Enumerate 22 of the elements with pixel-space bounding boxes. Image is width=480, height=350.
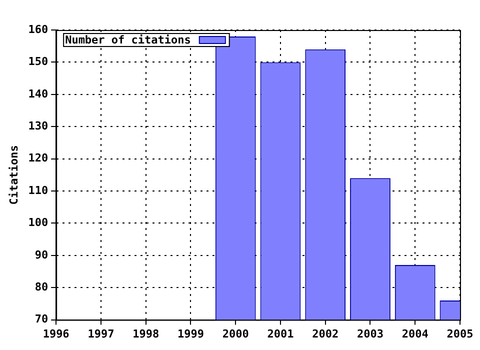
x-tick-label: 2001 bbox=[267, 327, 294, 340]
x-tick-label: 1996 bbox=[42, 327, 70, 340]
y-tick-label: 150 bbox=[28, 55, 48, 68]
y-tick-label: 140 bbox=[28, 87, 48, 100]
y-tick-label: 130 bbox=[28, 119, 48, 132]
x-tick-label: 2005 bbox=[446, 327, 474, 340]
y-tick-label: 100 bbox=[28, 216, 48, 230]
x-tick-label: 1997 bbox=[88, 327, 114, 340]
y-axis-title: Citations bbox=[7, 145, 20, 205]
x-tick-label: 2002 bbox=[312, 327, 339, 340]
x-tick-label: 1999 bbox=[177, 327, 204, 340]
y-tick-label: 110 bbox=[28, 184, 48, 197]
y-tick-label: 80 bbox=[34, 280, 48, 294]
y-tick-label: 70 bbox=[34, 312, 48, 326]
legend-label: Number of citations bbox=[65, 33, 191, 46]
x-tick-label: 2003 bbox=[356, 327, 384, 340]
x-tick-label: 2004 bbox=[402, 327, 429, 340]
x-tick-label: 2000 bbox=[222, 327, 249, 340]
y-tick-label: 160 bbox=[28, 22, 48, 36]
y-tick-label: 120 bbox=[28, 152, 48, 165]
y-tick-label: 90 bbox=[34, 248, 48, 262]
x-tick-label: 1998 bbox=[132, 327, 160, 340]
